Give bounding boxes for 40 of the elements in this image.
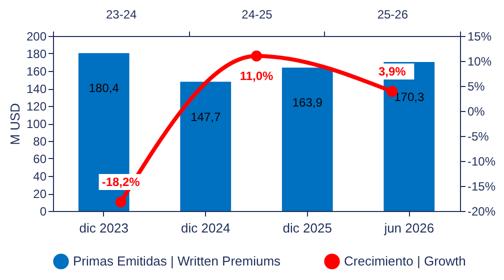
data-label: 11,0% [240,69,274,83]
data-label: 163,9 [292,96,323,110]
x-tick-label: dic 2024 [181,220,230,236]
point [115,196,126,208]
y-axis-title: M USD [7,103,22,145]
y-tick-label: 5% [468,80,486,94]
y-tick-label: 40 [33,170,47,184]
y-tick-label: 200 [26,30,47,44]
x-tick-label: dic 2023 [79,220,128,236]
y-tick-label: -20% [468,204,496,218]
data-label: 180,4 [88,81,120,96]
data-label: 147,7 [190,110,221,124]
point [251,50,262,62]
y-tick-label: -10% [468,154,496,168]
bar [282,68,333,211]
data-label: 170,3 [394,90,424,104]
y-tick-label: -5% [468,130,490,144]
legend-label: Primas Emitidas | Written Premiums [73,253,282,268]
y-tick-label: 140 [26,82,47,96]
y-tick-label: 120 [26,100,47,114]
y-tick-label: 20 [33,187,47,201]
bar [180,82,232,211]
x-tick-label: jun 2026 [383,220,434,236]
legend-label: Crecimiento | Growth [344,253,466,268]
y-tick-label: 10% [468,54,492,68]
x-tick-label: 24-25 [242,8,273,22]
y-tick-label: 80 [33,134,47,148]
data-label: -18,2% [102,175,140,189]
y-tick-label: -15% [468,180,496,194]
y-tick-label: 15% [468,30,492,44]
x-tick-label: 25-26 [377,8,408,22]
y-tick-label: 100 [26,117,47,131]
y-tick-label: 60 [33,152,47,166]
data-label: 3,9% [378,64,406,78]
y-tick-label: 160 [26,64,47,78]
y-tick-label: 180 [26,47,47,61]
y-tick-label: 0% [468,104,486,118]
x-tick-label: dic 2025 [282,220,332,236]
x-tick-label: 23-24 [106,8,137,22]
y-tick-label: 0 [40,204,47,218]
